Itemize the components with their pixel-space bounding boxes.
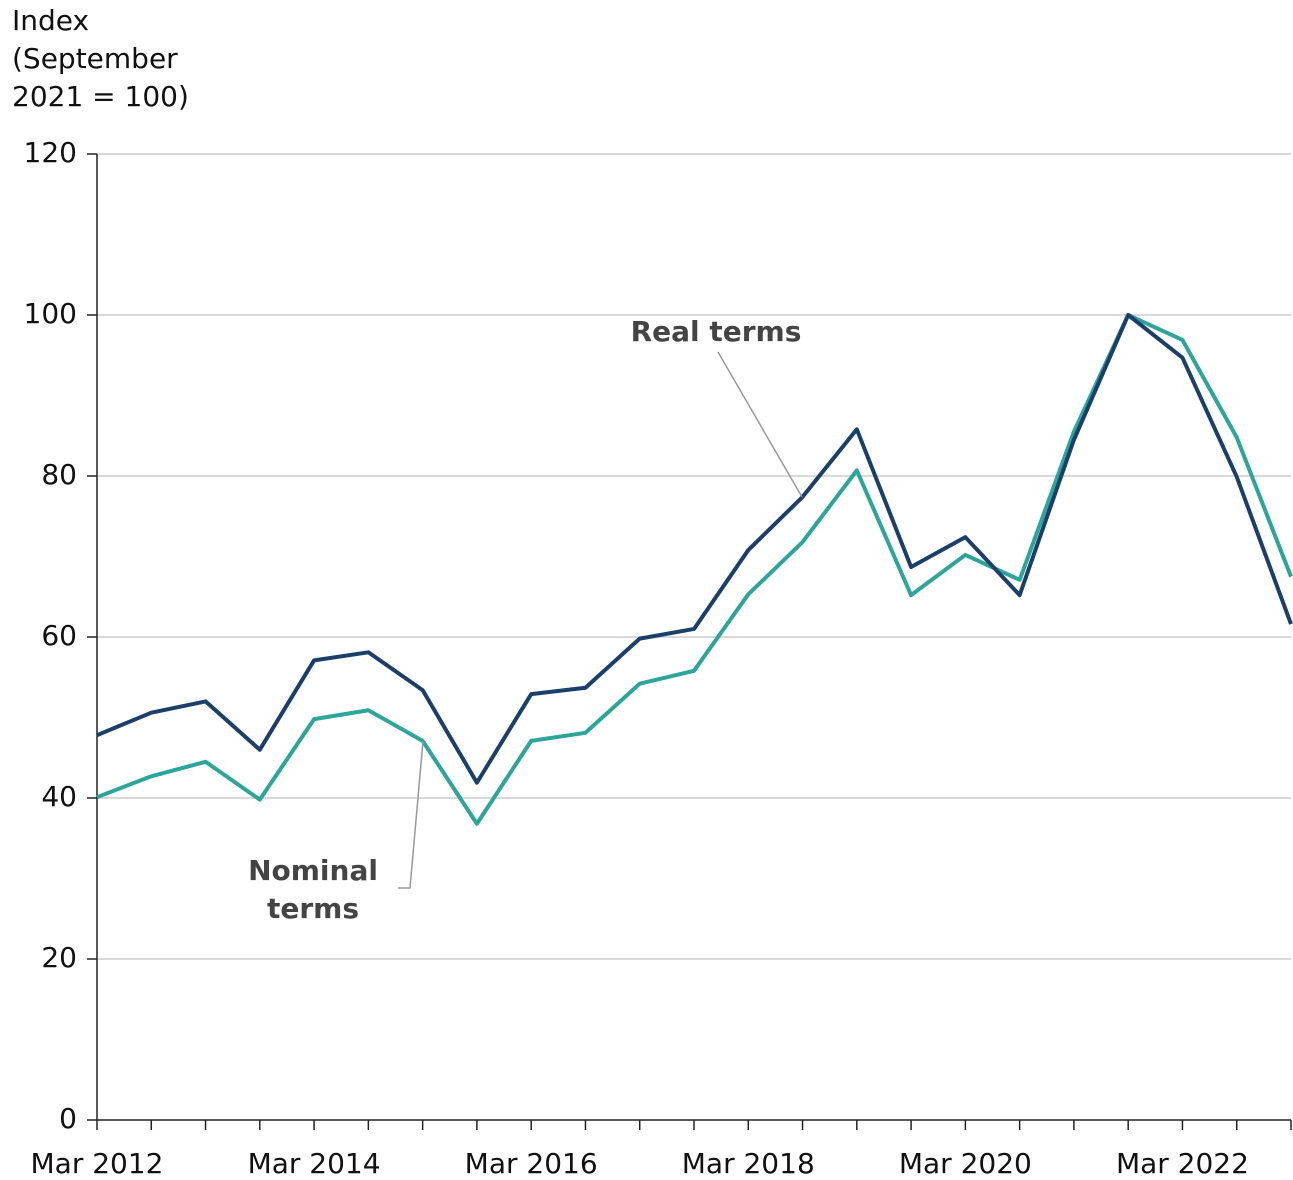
line-series bbox=[96, 313, 1293, 785]
y-tick-label: 0 bbox=[59, 1102, 77, 1135]
x-tick-label: Mar 2014 bbox=[248, 1147, 381, 1180]
x-tick-label: Mar 2022 bbox=[1116, 1147, 1249, 1180]
y-axis-title: (September bbox=[12, 42, 178, 75]
y-tick-label: 80 bbox=[41, 458, 77, 491]
leader-line bbox=[398, 740, 424, 889]
annotation: Nominal bbox=[248, 854, 378, 887]
x-tick-label: Mar 2018 bbox=[682, 1147, 815, 1180]
y-tick-label: 100 bbox=[24, 297, 77, 330]
x-tick-label: Mar 2012 bbox=[31, 1147, 164, 1180]
annotation: terms bbox=[267, 892, 359, 925]
y-tick-label: 60 bbox=[41, 619, 77, 652]
y-tick-label: 40 bbox=[41, 780, 77, 813]
y-tick-label: 20 bbox=[41, 941, 77, 974]
y-tick-label: 120 bbox=[24, 136, 77, 169]
x-tick-label: Mar 2016 bbox=[465, 1147, 598, 1180]
leader-line bbox=[717, 351, 803, 498]
x-tick-label: Mar 2020 bbox=[899, 1147, 1032, 1180]
y-axis-title: 2021 = 100) bbox=[12, 80, 189, 113]
annotation: Real terms bbox=[631, 315, 802, 348]
line-series bbox=[96, 313, 1293, 826]
y-axis-title: Index bbox=[12, 4, 89, 37]
